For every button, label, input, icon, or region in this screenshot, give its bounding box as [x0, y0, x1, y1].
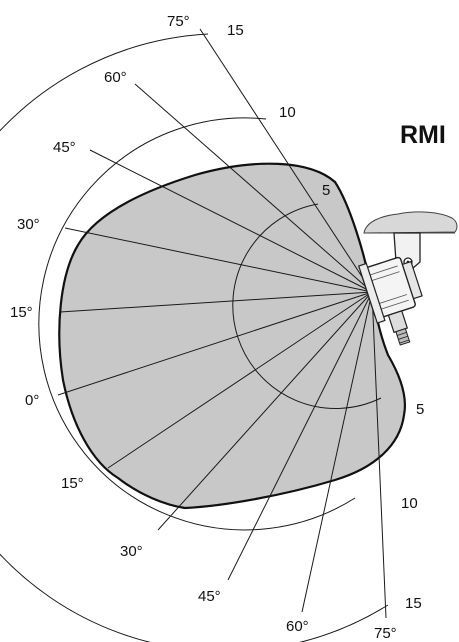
range-label-upper-5: 5	[322, 182, 330, 199]
ray-upper-60	[134, 83, 373, 293]
angle-label-lower-60: 60°	[286, 618, 309, 635]
range-label-upper-10: 10	[279, 104, 296, 121]
ray-upper-15	[59, 291, 373, 313]
angle-label-lower-15: 15°	[61, 475, 84, 492]
range-arc-10	[38, 117, 356, 531]
angle-label-lower-75: 75°	[374, 625, 397, 642]
angle-label-upper-30: 30°	[17, 216, 40, 233]
angle-label-upper-75: 75°	[167, 13, 190, 30]
radar-sensor-mounted-on-bracket-icon	[358, 211, 458, 346]
range-label-lower-15: 15	[405, 595, 422, 612]
range-label-lower-10: 10	[401, 495, 418, 512]
ray-lower-45	[227, 291, 373, 581]
angle-label-upper-45: 45°	[53, 139, 76, 156]
ray-upper-45	[89, 149, 373, 293]
angle-label-upper-60: 60°	[104, 69, 127, 86]
range-arcs	[0, 33, 389, 642]
angle-label-lower-45: 45°	[198, 588, 221, 605]
coverage-lobe	[58, 162, 406, 510]
range-arc-5	[232, 203, 382, 409]
ray-upper-30	[64, 227, 373, 293]
ray-lower-15	[107, 291, 373, 469]
ray-0	[57, 291, 373, 396]
ray-lower-30	[157, 291, 373, 531]
ray-lower-60	[301, 291, 373, 613]
angle-label-center-0: 0°	[25, 392, 39, 409]
mounting-plate	[363, 211, 458, 234]
range-arc-15	[0, 33, 389, 642]
diagram-title: RMI	[400, 121, 446, 149]
angle-label-upper-15: 15°	[10, 304, 33, 321]
range-label-lower-5: 5	[416, 401, 424, 418]
range-label-upper-15: 15	[227, 22, 244, 39]
angle-rays	[57, 28, 387, 619]
angle-label-lower-30: 30°	[120, 543, 143, 560]
ray-lower-75	[371, 291, 387, 619]
ray-upper-75	[199, 28, 373, 293]
